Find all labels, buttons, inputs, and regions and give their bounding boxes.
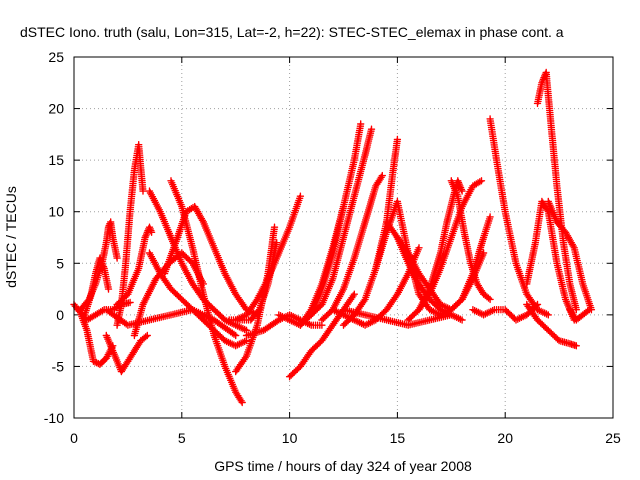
series-arc-aj [544, 197, 596, 314]
series-arc-e [102, 331, 151, 376]
series-arc-t [296, 120, 365, 329]
y-tick-label: -10 [44, 410, 64, 426]
series-arc-u [307, 125, 376, 319]
x-tick-label: 20 [497, 430, 513, 446]
plot-frame [73, 56, 614, 419]
series-arc-al [566, 306, 593, 324]
data-series [70, 68, 596, 407]
series-arc-v [318, 171, 386, 324]
y-tick-label: 20 [48, 101, 64, 117]
series-arc-ai [523, 197, 578, 324]
y-tick-label: 5 [56, 255, 64, 271]
x-tick-label: 25 [605, 430, 621, 446]
series-arc-y [339, 306, 455, 329]
x-tick-label: 10 [282, 430, 298, 446]
chart-title: dSTEC Iono. truth (salu, Lon=315, Lat=-2… [20, 24, 564, 40]
x-tick-label: 0 [70, 430, 78, 446]
x-tick-label: 5 [178, 430, 186, 446]
y-tick-label: 25 [48, 49, 64, 65]
y-tick-label: 0 [56, 307, 64, 323]
series-arc-ad [415, 177, 486, 314]
series-arc-ah [533, 68, 580, 314]
series-arc-p [225, 192, 305, 324]
series-arc-m [160, 202, 261, 319]
y-tick-label: -5 [52, 358, 65, 374]
axis-ticks: 0 5 10 15 20 25 -10 -5 0 5 10 15 20 25 [44, 49, 621, 446]
series-arc-ak [523, 300, 580, 350]
y-tick-label: 10 [48, 204, 64, 220]
series-arc-g [113, 223, 156, 309]
series-arc-af [486, 115, 552, 319]
y-tick-label: 15 [48, 152, 64, 168]
x-tick-label: 15 [390, 430, 406, 446]
series-arc-ae [447, 177, 494, 304]
x-axis-label: GPS time / hours of day 324 of year 2008 [214, 458, 472, 474]
y-axis-label: dSTEC / TECUs [3, 186, 19, 288]
